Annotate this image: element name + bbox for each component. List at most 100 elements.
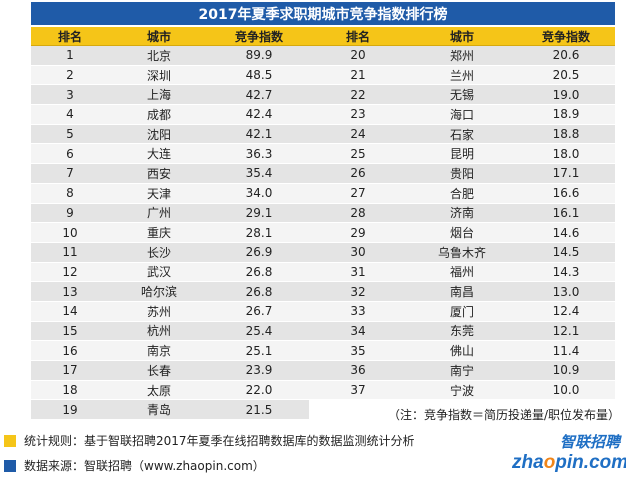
table-row: 3 上海 42.7 22 无锡 19.0 (31, 84, 615, 106)
index-cell: 18.0 (517, 143, 615, 165)
index-cell: 14.5 (517, 242, 615, 263)
rank-cell: 14 (31, 301, 109, 322)
index-cell: 17.1 (517, 163, 615, 184)
index-cell: 26.8 (209, 262, 309, 283)
zhaopin-logo: 智联招聘 zhaopin.com (511, 434, 626, 473)
table-row: 18 太原 22.0 37 宁波 10.0 (31, 380, 615, 401)
city-cell: 天津 (109, 183, 209, 204)
legend-rule: 统计规则：基于智联招聘2017年夏季在线招聘数据库的数据监测统计分析 (4, 432, 415, 449)
index-cell: 14.6 (517, 222, 615, 243)
header-index-right: 竞争指数 (517, 27, 615, 46)
city-cell: 石家 (407, 124, 517, 145)
table-row: 11 长沙 26.9 30 乌鲁木齐 14.5 (31, 242, 615, 263)
city-cell: 长沙 (109, 242, 209, 263)
rank-cell: 27 (309, 183, 407, 204)
rank-cell: 24 (309, 124, 407, 145)
index-cell: 23.9 (209, 360, 309, 381)
rank-cell: 20 (309, 45, 407, 66)
city-cell: 合肥 (407, 183, 517, 204)
city-cell: 南昌 (407, 281, 517, 302)
rank-cell: 22 (309, 84, 407, 106)
city-cell: 哈尔滨 (109, 281, 209, 302)
index-cell: 20.6 (517, 45, 615, 66)
index-cell: 42.7 (209, 84, 309, 106)
header-rank-right: 排名 (309, 27, 407, 46)
index-cell: 28.1 (209, 222, 309, 243)
rank-cell: 29 (309, 222, 407, 243)
legend-source: 数据来源：智联招聘（www.zhaopin.com） (4, 457, 265, 474)
city-cell: 无锡 (407, 84, 517, 106)
city-cell: 东莞 (407, 321, 517, 342)
logo-en-o: o (544, 452, 556, 473)
legend-source-text: 数据来源：智联招聘（www.zhaopin.com） (24, 459, 265, 473)
index-cell (517, 399, 615, 421)
city-cell: 郑州 (407, 45, 517, 66)
city-cell: 重庆 (109, 222, 209, 243)
index-cell: 34.0 (209, 183, 309, 204)
rank-cell: 34 (309, 321, 407, 342)
city-cell: 成都 (109, 104, 209, 125)
city-cell: 广州 (109, 203, 209, 224)
rank-cell (309, 399, 407, 421)
logo-en-suffix: pin.com (554, 452, 626, 473)
index-cell: 36.3 (209, 143, 309, 165)
rank-cell: 10 (31, 222, 109, 243)
index-cell: 16.1 (517, 203, 615, 224)
table-row: 19 青岛 21.5 (31, 399, 615, 421)
index-cell: 42.1 (209, 124, 309, 145)
index-cell: 35.4 (209, 163, 309, 184)
rank-cell: 8 (31, 183, 109, 204)
table-row: 7 西安 35.4 26 贵阳 17.1 (31, 163, 615, 184)
city-cell: 烟台 (407, 222, 517, 243)
city-cell: 乌鲁木齐 (407, 242, 517, 263)
yellow-square-icon (4, 434, 16, 447)
rank-cell: 21 (309, 65, 407, 86)
index-cell: 26.9 (209, 242, 309, 263)
city-cell: 南宁 (407, 360, 517, 381)
rank-cell: 37 (309, 380, 407, 401)
city-cell: 深圳 (109, 65, 209, 86)
blue-square-icon (4, 459, 16, 472)
index-cell: 13.0 (517, 281, 615, 302)
index-cell: 16.6 (517, 183, 615, 204)
header-index-left: 竞争指数 (209, 27, 309, 46)
city-cell: 太原 (109, 380, 209, 401)
city-cell: 青岛 (109, 399, 209, 421)
index-cell: 14.3 (517, 262, 615, 283)
rank-cell: 2 (31, 65, 109, 86)
table-row: 12 武汉 26.8 31 福州 14.3 (31, 262, 615, 283)
city-cell: 苏州 (109, 301, 209, 322)
table-row: 2 深圳 48.5 21 兰州 20.5 (31, 65, 615, 86)
index-cell: 10.0 (517, 380, 615, 401)
rank-cell: 16 (31, 340, 109, 361)
table-row: 5 沈阳 42.1 24 石家 18.8 (31, 124, 615, 145)
rank-cell: 7 (31, 163, 109, 184)
rank-cell: 11 (31, 242, 109, 263)
table-row: 6 大连 36.3 25 昆明 18.0 (31, 143, 615, 165)
rank-cell: 13 (31, 281, 109, 302)
table-body: 1 北京 89.9 20 郑州 20.6 2 深圳 48.5 21 兰州 20.5 3 上海 42.7 22 无… (31, 45, 615, 421)
rank-cell: 5 (31, 124, 109, 145)
index-cell: 20.5 (517, 65, 615, 86)
rank-cell: 15 (31, 321, 109, 342)
rank-cell: 12 (31, 262, 109, 283)
legend-rule-text: 统计规则：基于智联招聘2017年夏季在线招聘数据库的数据监测统计分析 (24, 434, 415, 448)
city-cell: 杭州 (109, 321, 209, 342)
rank-cell: 28 (309, 203, 407, 224)
index-cell: 89.9 (209, 45, 309, 66)
city-cell: 贵阳 (407, 163, 517, 184)
rank-cell: 6 (31, 143, 109, 165)
table-row: 14 苏州 26.7 33 厦门 12.4 (31, 301, 615, 322)
rank-cell: 4 (31, 104, 109, 125)
table-row: 17 长春 23.9 36 南宁 10.9 (31, 360, 615, 381)
city-cell: 西安 (109, 163, 209, 184)
city-cell (407, 399, 517, 421)
table-row: 9 广州 29.1 28 济南 16.1 (31, 203, 615, 224)
index-cell: 19.0 (517, 84, 615, 106)
rank-cell: 19 (31, 399, 109, 421)
city-cell: 南京 (109, 340, 209, 361)
city-cell: 福州 (407, 262, 517, 283)
table-row: 13 哈尔滨 26.8 32 南昌 13.0 (31, 281, 615, 302)
city-cell: 武汉 (109, 262, 209, 283)
index-cell: 22.0 (209, 380, 309, 401)
